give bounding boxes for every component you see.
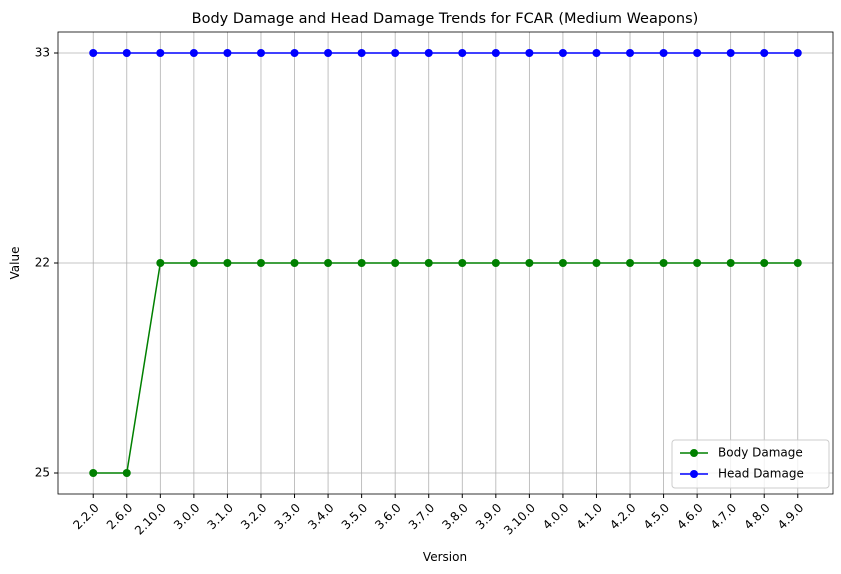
legend-marker [690,470,698,478]
point [793,259,802,267]
point [525,259,534,267]
point [256,259,265,267]
point [726,259,735,267]
point [290,49,299,57]
point [659,259,668,267]
point [89,469,98,477]
legend-label: Body Damage [718,446,803,460]
legend: Body Damage Head Damage [671,439,830,489]
legend-box [671,439,830,489]
point [156,259,165,267]
point [189,259,198,267]
point [558,49,567,57]
legend-label: Head Damage [718,467,804,481]
y-tick-label: 33 [35,46,50,60]
point [223,49,232,57]
point [693,259,702,267]
point [458,259,467,267]
point [558,259,567,267]
point [357,259,366,267]
point [189,49,198,57]
y-axis-label: Value [8,247,22,280]
point [491,259,500,267]
point [256,49,265,57]
point [424,259,433,267]
y-tick-label: 22 [35,256,50,270]
plot-frame [57,31,834,495]
point [525,49,534,57]
point [324,259,333,267]
point [760,49,769,57]
point [592,259,601,267]
point [491,49,500,57]
point [626,259,635,267]
point [592,49,601,57]
point [626,49,635,57]
point [223,259,232,267]
y-tick-label: 25 [35,466,50,480]
point [122,469,131,477]
point [726,49,735,57]
point [156,49,165,57]
point [693,49,702,57]
point [391,259,400,267]
legend-marker [690,449,698,457]
point [391,49,400,57]
point [122,49,131,57]
point [357,49,366,57]
point [424,49,433,57]
series-line [93,262,798,474]
point [793,49,802,57]
chart-title: Body Damage and Head Damage Trends for F… [192,11,699,27]
x-axis-label: Version [423,550,467,564]
point [760,259,769,267]
point [324,49,333,57]
point [458,49,467,57]
point [290,259,299,267]
point [659,49,668,57]
point [89,49,98,57]
